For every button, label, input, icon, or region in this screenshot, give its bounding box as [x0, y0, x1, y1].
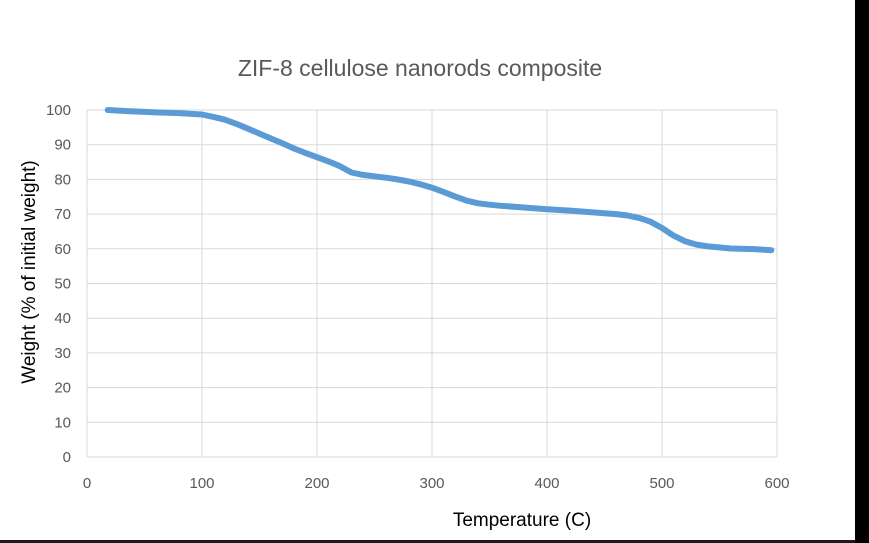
- x-tick-label: 400: [534, 475, 559, 492]
- x-tick-label: 100: [189, 475, 214, 492]
- chart-title: ZIF-8 cellulose nanorods composite: [238, 55, 602, 81]
- x-tick-label: 0: [83, 475, 91, 492]
- y-tick-label: 30: [54, 345, 71, 362]
- y-tick-label: 100: [46, 102, 71, 119]
- x-tick-label: 200: [304, 475, 329, 492]
- y-tick-label: 80: [54, 171, 71, 188]
- window-edge-right: [855, 0, 869, 543]
- y-axis-title: Weight (% of initial weight): [19, 160, 40, 384]
- x-axis-ticks: 0 100 200 300 400 500 600: [83, 475, 790, 492]
- y-tick-label: 60: [54, 241, 71, 258]
- x-tick-label: 300: [419, 475, 444, 492]
- y-tick-label: 50: [54, 276, 71, 293]
- grid: [86, 109, 778, 458]
- y-tick-label: 10: [54, 414, 71, 431]
- y-tick-label: 90: [54, 137, 71, 154]
- x-axis-title: Temperature (C): [453, 510, 591, 531]
- window-edge-bottom: [0, 540, 855, 543]
- y-tick-label: 40: [54, 310, 71, 327]
- series-line: [104, 107, 775, 254]
- x-tick-label: 600: [764, 475, 789, 492]
- y-tick-label: 70: [54, 206, 71, 223]
- x-tick-label: 500: [649, 475, 674, 492]
- y-tick-label: 20: [54, 380, 71, 397]
- y-tick-label: 0: [63, 449, 71, 466]
- y-axis-ticks: 0 10 20 30 40 50 60 70 80 90 100: [46, 102, 71, 466]
